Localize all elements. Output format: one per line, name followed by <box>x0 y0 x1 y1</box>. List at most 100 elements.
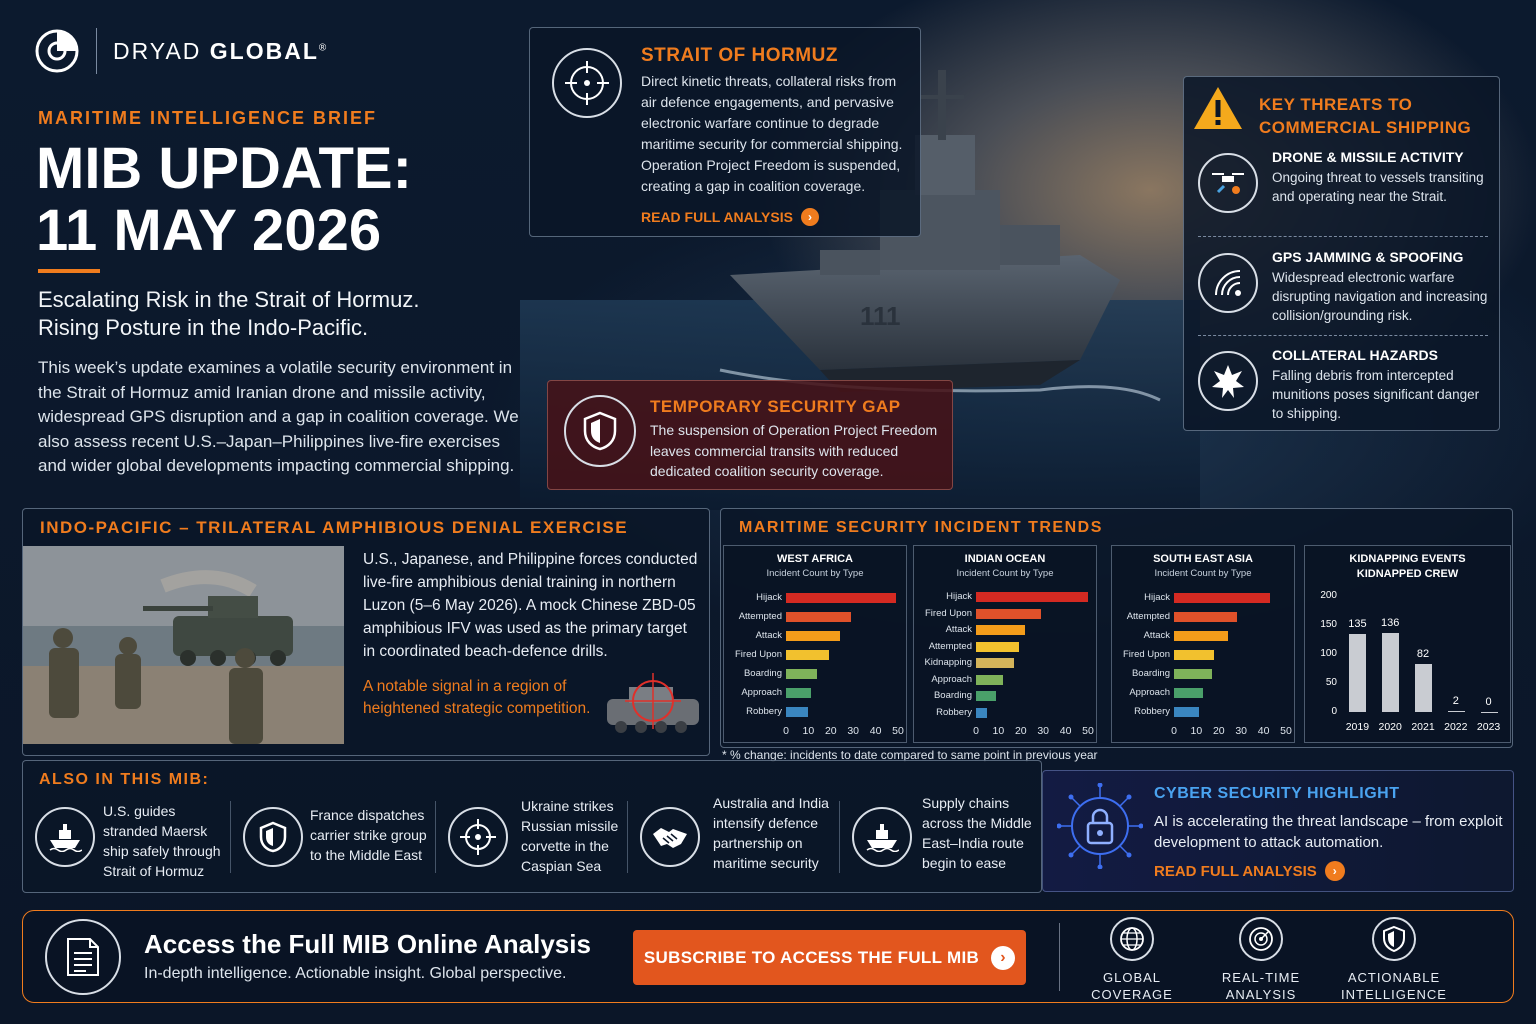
bar <box>976 625 1026 636</box>
threat-title: GPS JAMMING & SPOOFING <box>1272 249 1464 265</box>
south-east-asia-chart: SOUTH EAST ASIA Incident Count by Type H… <box>1111 545 1295 743</box>
bar <box>786 593 896 604</box>
threat-desc: Widespread electronic warfare disrupting… <box>1272 270 1488 323</box>
chart-subtitle: Incident Count by Type <box>766 568 864 579</box>
bar <box>1174 650 1215 660</box>
chart-subtitle: Incident Count by Type <box>1154 568 1252 579</box>
handshake-icon <box>640 807 700 867</box>
axis-tick: 10 <box>802 725 815 737</box>
dryad-logo-icon <box>35 29 79 73</box>
axis-tick: 2019 <box>1345 721 1370 733</box>
bar <box>1447 710 1465 712</box>
axis-tick: 0 <box>1171 725 1177 737</box>
divider <box>1198 236 1488 237</box>
bar <box>1174 593 1271 604</box>
axis-tick: 50 <box>1325 677 1337 688</box>
axis-tick: 50 <box>1082 725 1094 737</box>
shield-icon <box>243 807 303 867</box>
axis-tick: 10 <box>992 725 1005 737</box>
bar-label: Boarding <box>743 667 782 679</box>
intro-text: This week’s update examines a volatile s… <box>38 358 519 475</box>
also-item[interactable]: U.S. guides stranded Maersk ship safely … <box>35 801 230 881</box>
subscribe-button[interactable]: SUBSCRIBE TO ACCESS THE FULL MIB › <box>633 930 1026 985</box>
chart-title: KIDNAPPING EVENTS <box>1349 553 1466 565</box>
also-item[interactable]: Australia and India intensify defence pa… <box>640 795 840 881</box>
brand-logo[interactable]: DRYAD GLOBAL® <box>34 28 328 74</box>
axis-tick: 40 <box>1257 725 1270 737</box>
arrow-right-icon: › <box>800 208 819 226</box>
divider <box>435 801 436 873</box>
bar <box>976 707 988 718</box>
cyber-read-more-link[interactable]: READ FULL ANALYSIS › <box>1154 861 1345 881</box>
arrow-right-icon: › <box>991 945 1016 970</box>
bar <box>976 658 1015 669</box>
bar-label: Approach <box>931 673 972 685</box>
cta-title: Access the Full MIB Online Analysis <box>144 929 591 959</box>
also-item-text: Australia and India intensify defence pa… <box>713 795 829 871</box>
bar <box>976 674 1003 685</box>
gap-title: TEMPORARY SECURITY GAP <box>650 397 901 416</box>
brief-kicker: MARITIME INTELLIGENCE BRIEF <box>38 108 377 128</box>
data-label: 0 <box>1485 696 1492 708</box>
axis-tick: 2022 <box>1444 721 1468 733</box>
threats-title: KEY THREATS TO COMMERCIAL SHIPPING <box>1259 95 1472 137</box>
bar-label: Attempted <box>738 611 782 623</box>
warning-icon <box>1194 87 1242 129</box>
arrow-right-icon: › <box>1324 861 1345 881</box>
axis-tick: 30 <box>1037 725 1050 737</box>
axis-tick: 0 <box>1331 706 1337 717</box>
hormuz-panel: STRAIT OF HORMUZ Direct kinetic threats,… <box>529 27 921 237</box>
bar-label: Hijack <box>1144 592 1170 604</box>
also-item[interactable]: Ukraine strikes Russian missile corvette… <box>448 798 643 881</box>
bar <box>1480 712 1498 713</box>
bar <box>1349 633 1367 712</box>
axis-tick: 20 <box>824 725 837 737</box>
bar <box>1382 633 1400 712</box>
axis-tick: 20 <box>1212 725 1225 737</box>
hormuz-title: STRAIT OF HORMUZ <box>641 45 838 66</box>
page-subtitle: Escalating Risk in the Strait of Hormuz.… <box>38 287 420 340</box>
bar <box>976 608 1041 619</box>
bar <box>1174 631 1228 642</box>
read-more-label: READ FULL ANALYSIS <box>641 209 793 225</box>
axis-tick: 20 <box>1014 725 1027 737</box>
indian-ocean-chart: INDIAN OCEAN Incident Count by Type Hija… <box>913 545 1097 743</box>
chart-subtitle: Incident Count by Type <box>956 568 1054 579</box>
hormuz-read-more-link[interactable]: READ FULL ANALYSIS › <box>641 208 819 226</box>
axis-tick: 30 <box>847 725 860 737</box>
also-item[interactable]: France dispatches carrier strike group t… <box>243 801 438 881</box>
security-gap-panel: TEMPORARY SECURITY GAP The suspension of… <box>547 380 953 490</box>
threat-item: GPS JAMMING & SPOOFING Widespread electr… <box>1198 249 1488 329</box>
bar-label: Boarding <box>1131 667 1170 679</box>
cta-subtitle: In-depth intelligence. Actionable insigh… <box>144 965 567 982</box>
also-item[interactable]: Supply chains across the Middle East–Ind… <box>852 795 1037 881</box>
also-item-text: Ukraine strikes Russian missile corvette… <box>521 798 619 874</box>
shield-icon <box>564 395 636 467</box>
indo-highlight: A notable signal in a region of heighten… <box>363 678 591 717</box>
axis-tick: 200 <box>1320 590 1337 601</box>
chart-title: WEST AFRICA <box>777 553 853 565</box>
feature-global-coverage: GLOBAL COVERAGE <box>1072 917 1192 1003</box>
axis-tick: 150 <box>1320 619 1337 630</box>
crosshair-icon <box>552 48 622 118</box>
data-label: 82 <box>1416 648 1430 661</box>
also-item-text: U.S. guides stranded Maersk ship safely … <box>103 803 221 879</box>
chart-title: SOUTH EAST ASIA <box>1153 553 1253 565</box>
cta-banner: Access the Full MIB Online Analysis In-d… <box>22 910 1514 1003</box>
bar-label: Kidnapping <box>924 657 972 669</box>
axis-tick: 40 <box>869 725 882 737</box>
cyber-title: CYBER SECURITY HIGHLIGHT <box>1154 785 1400 802</box>
axis-tick: 2020 <box>1378 721 1402 733</box>
bar-label: Robbery <box>1134 705 1170 717</box>
trends-footnote: * % change: incidents to date compared t… <box>722 748 1098 762</box>
bar <box>786 706 809 717</box>
axis-tick: 0 <box>973 725 979 737</box>
globe-icon <box>1110 917 1154 961</box>
signal-icon <box>1198 253 1258 313</box>
bar-label: Approach <box>741 686 782 698</box>
svg-text:111: 111 <box>860 301 901 331</box>
feature-real-time-analysis: REAL-TIME ANALYSIS <box>1201 917 1321 1003</box>
bar-label: Fired Upon <box>1123 649 1170 660</box>
threat-item: COLLATERAL HAZARDS Falling debris from i… <box>1198 347 1488 427</box>
